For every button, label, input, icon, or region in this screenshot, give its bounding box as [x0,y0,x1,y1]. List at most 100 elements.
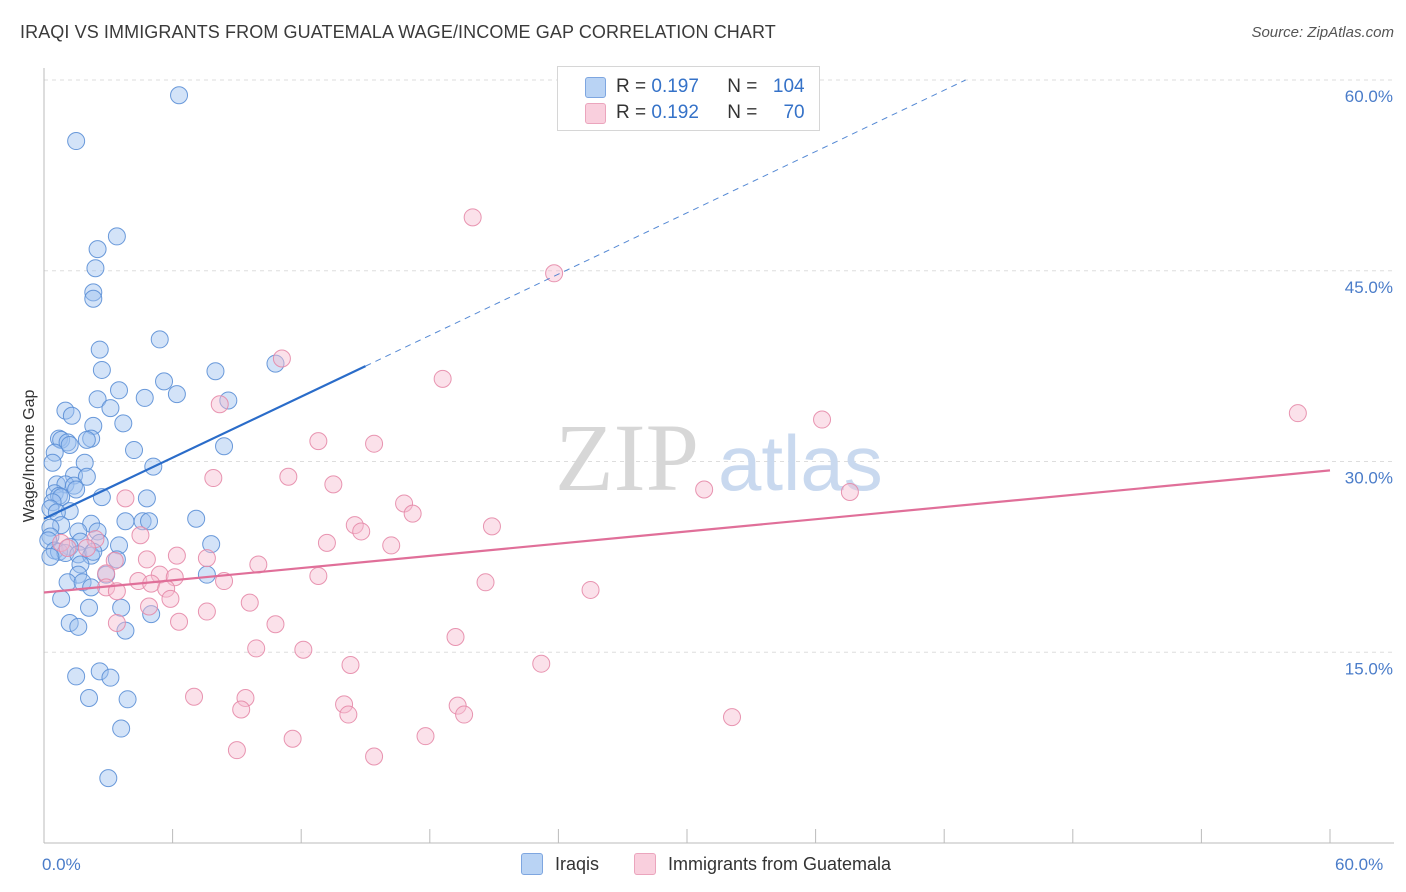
legend-n-value-iraqis: 104 [772,76,805,97]
legend-row-guatemala: R = 0.192 N = 70 [616,101,805,125]
iraqi-point [52,488,71,507]
guatemala-point [210,395,229,414]
legend-swatch-iraqis [585,77,606,98]
bottom-legend-iraqis: Iraqis [521,852,599,876]
y-tick-labels: 15.0% 30.0% 45.0% 60.0% [1345,87,1393,678]
iraqi-point [84,283,103,302]
guatemala-point [1288,404,1307,423]
guatemala-point [116,489,135,508]
iraqi-point [60,614,79,633]
guatemala-point [247,639,266,658]
guatemala-point [433,369,452,388]
iraqi-point [150,330,169,349]
iraqi-trend-line [43,365,366,520]
guatemala-point [339,705,358,724]
iraqi-point [187,509,206,528]
iraqi-point [114,414,133,433]
iraqi-point [43,453,62,472]
guatemala-point [416,727,435,746]
y-axis-label: Wage/Income Gap [21,390,38,523]
iraqi-point [197,565,216,584]
iraqi-point [67,480,86,499]
watermark-atlas: atlas [718,419,883,507]
guatemala-point [352,522,371,541]
watermark: ZIP atlas [555,404,883,511]
guatemala-point [140,597,159,616]
iraqi-point [41,547,60,566]
guatemala-point [695,480,714,499]
iraqi-point [86,259,105,278]
guatemala-point [266,615,285,634]
guatemala-point [105,551,124,570]
iraqi-point [215,437,234,456]
guatemala-point [382,536,401,555]
iraqi-point [112,719,131,738]
guatemala-point [309,566,328,585]
iraqi-point [75,453,94,472]
guatemala-point [476,573,495,592]
guatemala-point [448,696,467,715]
guatemala-point [294,640,313,659]
guatemala-point [813,410,832,429]
iraqi-point [110,536,129,555]
iraqi-point [77,430,96,449]
iraqi-point [116,512,135,531]
iraqi-point [107,227,126,246]
guatemala-point [131,526,150,545]
watermark-zip: ZIP [555,404,699,511]
iraqi-point [80,689,99,708]
guatemala-point [335,695,354,714]
source-label: Source: ZipAtlas.com [1251,24,1394,41]
guatemala-point [283,729,302,748]
guatemala-points [52,208,1307,766]
bottom-legend-label-guatemala: Immigrants from Guatemala [668,853,892,874]
iraqi-point [69,617,88,636]
grid-lines [44,79,1394,653]
y-tick-label: 30.0% [1345,469,1393,488]
y-tick-label: 45.0% [1345,278,1393,297]
iraqi-point [58,433,77,452]
iraqi-point [90,662,109,681]
guatemala-point [403,504,422,523]
axes [43,68,1394,844]
guatemala-point [532,654,551,673]
x-tick-label-max: 60.0% [1335,855,1383,874]
iraqi-point [206,362,225,381]
guatemala-point [107,614,126,633]
guatemala-point [279,467,298,486]
iraqi-point [118,690,137,709]
iraqi-point [99,769,118,788]
iraqi-point [80,598,99,617]
guatemala-point [240,593,259,612]
guatemala-point [482,517,501,536]
guatemala-point [341,655,360,674]
iraqi-point [88,240,107,259]
guatemala-point [463,208,482,227]
iraqi-point [125,441,144,460]
iraqi-point [133,512,152,531]
iraqi-point [219,391,238,410]
guatemala-point [840,483,859,502]
guatemala-point [249,555,268,574]
iraqi-point [88,390,107,409]
iraqi-point [60,435,79,454]
legend-r-value-guatemala: 0.192 [651,102,699,123]
iraqi-point [101,399,120,418]
iraqi-point [62,406,81,425]
iraqi-point [77,467,96,486]
legend-r-label: R = [616,102,647,123]
guatemala-point [317,533,336,552]
iraqi-point [101,668,120,687]
guatemala-point [197,549,216,568]
guatemala-point [137,550,156,569]
legend-r-value-iraqis: 0.197 [651,76,699,97]
chart-title: IRAQI VS IMMIGRANTS FROM GUATEMALA WAGE/… [20,22,776,42]
iraqi-point [58,573,77,592]
bottom-legend-swatch-guatemala [634,853,656,875]
legend-n-value-guatemala: 70 [783,102,805,123]
iraqi-point [110,381,129,400]
guatemala-point [455,705,474,724]
iraqi-point [155,372,174,391]
iraqi-point [170,86,189,105]
